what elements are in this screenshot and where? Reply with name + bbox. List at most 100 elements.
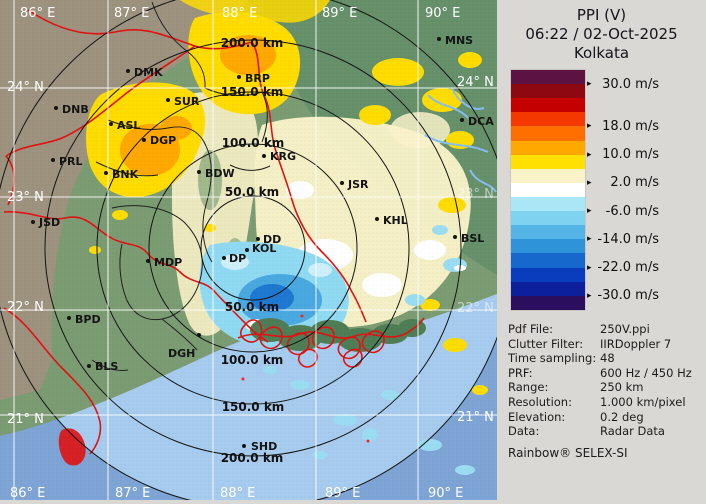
station-code-label: SHD <box>251 440 277 453</box>
tick-label: -6.0 m/s <box>605 203 659 219</box>
station-dot-icon <box>237 75 241 79</box>
longitude-label-top: 88° E <box>222 6 257 21</box>
color-scale-band <box>511 70 585 85</box>
station-marker: DP <box>222 252 246 265</box>
station-marker: DCA <box>460 115 494 128</box>
metadata-row: Elevation: 0.2 deg <box>508 410 704 425</box>
station-dot-icon <box>109 122 113 126</box>
metadata-label: Time sampling: <box>508 351 597 366</box>
station-marker: MDP <box>146 256 182 269</box>
station-dot-icon <box>146 259 150 263</box>
color-scale-band <box>511 182 585 197</box>
metadata-row: Data: Radar Data <box>508 424 704 439</box>
color-scale-band <box>511 168 585 183</box>
station-marker: BRP <box>237 72 270 85</box>
range-ring-label: 50.0 km <box>225 185 279 199</box>
radar-map: 86° E 87° E 88° E 89° E 90° E 86° E 87° E 88° E… <box>0 0 514 504</box>
longitude-label-top: 90° E <box>425 6 460 21</box>
latitude-label-right: 22° N <box>457 301 494 316</box>
metadata-value: 1.000 km/pixel <box>600 394 686 409</box>
station-marker: JSR <box>340 178 369 191</box>
tick-label: -30.0 m/s <box>597 288 659 304</box>
station-marker: MNS <box>437 34 473 47</box>
tick-label: 30.0 m/s <box>602 76 659 92</box>
longitude-label-top: 87° E <box>114 6 149 21</box>
metadata-value: 250 km <box>600 380 644 395</box>
station-marker: DGP <box>142 134 176 147</box>
station-marker: BPD <box>67 313 101 326</box>
latitude-label-left: 24° N <box>7 80 44 95</box>
station-dot-icon <box>166 98 170 102</box>
metadata-row: Range: 250 km <box>508 380 704 395</box>
tick-arrow-icon: ▸ <box>587 290 592 301</box>
color-scale-tick: ▸ -6.0 m/s <box>587 203 659 219</box>
metadata-row: PRF: 600 Hz / 450 Hz <box>508 366 704 381</box>
latitude-label-right: 24° N <box>457 75 494 90</box>
station-dot-icon <box>375 217 379 221</box>
timestamp: 06:22 / 02-Oct-2025 <box>525 25 678 43</box>
ring-labels-layer: 200.0 km 150.0 km 100.0 km 50.0 km 50.0 km 10… <box>221 36 285 465</box>
metadata-list: Pdf File: 250V.ppi Clutter Filter: IIRDoppl… <box>508 322 704 460</box>
range-ring-label: 150.0 km <box>221 85 284 99</box>
station-dot-icon <box>197 333 201 337</box>
metadata-value: Radar Data <box>600 424 665 439</box>
metadata-label: Pdf File: <box>508 322 554 336</box>
station-dot-icon <box>460 118 464 122</box>
color-scale-tick: ▸ 18.0 m/s <box>587 118 659 134</box>
longitude-label-bottom: 90° E <box>428 486 463 500</box>
color-scale-band <box>511 112 585 127</box>
station-code-label: MNS <box>445 34 473 47</box>
metadata-value: IIRDoppler 7 <box>600 336 672 351</box>
station-code-label: BPD <box>75 313 101 326</box>
station-dot-icon <box>222 256 226 260</box>
latitude-label-right: 21° N <box>457 410 494 425</box>
station-code-label: DGH <box>168 347 195 360</box>
range-ring-label: 100.0 km <box>222 136 285 150</box>
color-scale-band <box>511 196 585 212</box>
product-title: PPI (V) <box>576 6 627 24</box>
color-scale-tick: ▸ 2.0 m/s <box>587 175 659 191</box>
metadata-label: Clutter Filter: <box>508 336 584 351</box>
station-code-label: DNB <box>62 103 89 116</box>
color-scale-band <box>511 225 585 240</box>
station-marker: DD <box>256 233 281 246</box>
range-ring-label: 200.0 km <box>221 36 284 50</box>
station-dot-icon <box>87 364 91 368</box>
station-dot-icon <box>142 138 146 142</box>
color-scale-band <box>511 211 585 226</box>
info-panel: PPI (V) 06:22 / 02-Oct-2025 Kolkata ▸ 30.… <box>497 0 706 500</box>
latitude-label-right: 23° N <box>457 187 494 202</box>
color-scale-band <box>511 140 585 155</box>
tick-arrow-icon: ▸ <box>587 121 592 132</box>
station-dot-icon <box>67 316 71 320</box>
site-name: Kolkata <box>573 44 630 62</box>
longitude-label-bottom: 86° E <box>10 486 45 500</box>
range-ring-label: 150.0 km <box>222 400 285 414</box>
station-code-label: ASL <box>117 119 140 132</box>
color-scale-tick: ▸ -14.0 m/s <box>587 231 659 247</box>
station-dot-icon <box>197 170 201 174</box>
station-marker: BLS <box>87 360 118 373</box>
color-scale-tick: ▸ 30.0 m/s <box>587 76 659 92</box>
station-dot-icon <box>104 171 108 175</box>
color-scale-tick: ▸ -30.0 m/s <box>587 288 659 304</box>
station-code-label: BRP <box>245 72 270 85</box>
station-code-label: DGP <box>150 134 176 147</box>
station-code-label: JSR <box>347 178 369 191</box>
station-code-label: BLS <box>95 360 118 373</box>
color-scale-band <box>511 281 585 296</box>
station-marker: SUR <box>166 95 200 108</box>
station-marker: DGH <box>168 333 201 360</box>
station-code-label: DP <box>229 252 246 265</box>
station-dot-icon <box>54 106 58 110</box>
longitude-label-bottom: 88° E <box>220 486 255 500</box>
color-scale-band <box>511 239 585 254</box>
radar-map-area: 86° E 87° E 88° E 89° E 90° E 86° E 87° E 88° E… <box>0 0 514 504</box>
station-code-label: DD <box>263 233 281 246</box>
station-marker: JSD <box>31 216 60 229</box>
latitude-label-left: 22° N <box>7 300 44 315</box>
station-marker: ASL <box>109 119 140 132</box>
station-marker: DNB <box>54 103 89 116</box>
station-dot-icon <box>437 37 441 41</box>
